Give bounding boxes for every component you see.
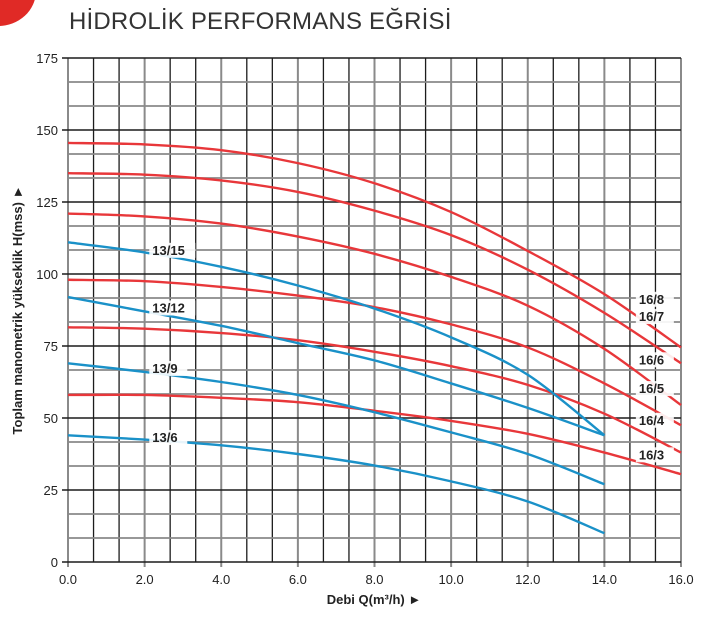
curve-label: 13/12 (152, 300, 185, 315)
curve-label: 16/8 (639, 292, 664, 307)
x-tick-label: 8.0 (365, 572, 383, 587)
x-tick-label: 0.0 (59, 572, 77, 587)
x-tick-label: 12.0 (515, 572, 540, 587)
x-tick-label: 6.0 (289, 572, 307, 587)
curve-label: 13/15 (152, 243, 185, 258)
y-tick-label: 25 (44, 483, 58, 498)
curve-label: 13/9 (152, 361, 177, 376)
curve-16-8 (67, 141, 682, 349)
curve-label: 13/6 (152, 430, 177, 445)
curve-label: 16/7 (639, 309, 664, 324)
curve-label: 16/5 (639, 381, 664, 396)
grid (62, 57, 682, 567)
y-tick-label: 150 (36, 123, 58, 138)
y-tick-label: 175 (36, 51, 58, 66)
curve-label: 16/6 (639, 352, 664, 367)
curve-16-5 (67, 278, 682, 427)
y-tick-label: 100 (36, 267, 58, 282)
curve-label: 16/4 (639, 413, 665, 428)
y-tick-label: 0 (51, 555, 58, 570)
y-tick-label: 125 (36, 195, 58, 210)
curve-16-3 (67, 393, 682, 476)
x-tick-label: 14.0 (592, 572, 617, 587)
x-axis-label: Debi Q(m³/h) ► (327, 592, 421, 607)
x-tick-label: 16.0 (668, 572, 693, 587)
y-axis-label: Toplam manometrik yükseklik H(mss) ► (10, 186, 25, 435)
curve-label: 16/3 (639, 447, 664, 462)
curve-13-6 (67, 434, 605, 535)
curve-16-6 (67, 212, 682, 407)
y-tick-label: 75 (44, 339, 58, 354)
curve-16-7 (67, 172, 682, 365)
x-tick-label: 2.0 (136, 572, 154, 587)
curve-16-4 (67, 326, 682, 454)
chart-title: HİDROLİK PERFORMANS EĞRİSİ (69, 8, 452, 35)
curve-13-12 (67, 295, 605, 437)
x-tick-label: 10.0 (438, 572, 463, 587)
y-tick-label: 50 (44, 411, 58, 426)
x-tick-label: 4.0 (212, 572, 230, 587)
curves: 13/15 13/12 13/9 13/6 16/8 16/7 16/6 16/5 16/4 16… (67, 141, 682, 535)
